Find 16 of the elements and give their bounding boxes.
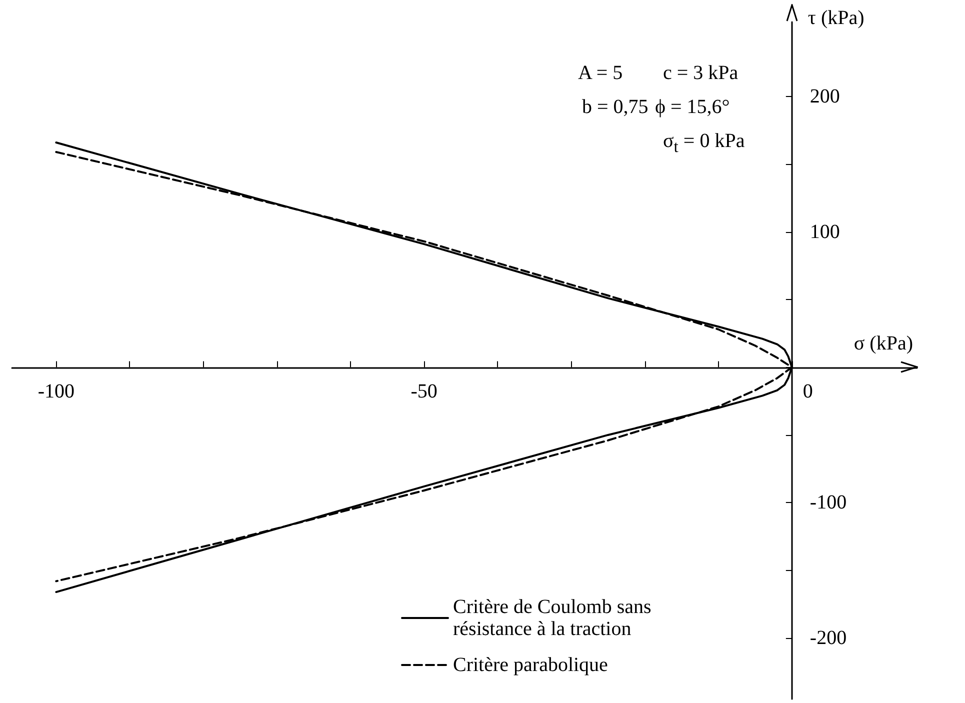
y-tick-label: 200 [810, 85, 840, 108]
x-tick-label: -50 [410, 380, 438, 402]
y-tick-label: 100 [810, 220, 840, 243]
y-axis-title: τ (kPa) [808, 7, 864, 29]
annotation: A = 5 [578, 62, 623, 85]
annotation: σ$_{t}$ = 0 kPa [663, 130, 745, 157]
x-tick-label: 0 [802, 380, 813, 402]
x-tick-label: -100 [38, 380, 74, 402]
legend-label: Critère de Coulomb sans résistance à la traction [453, 596, 656, 640]
annotation: ϕ = 15,6° [655, 96, 730, 119]
x-axis-title: σ (kPa) [854, 332, 913, 354]
legend-label: Critère parabolique [453, 654, 608, 676]
annotation: c = 3 kPa [663, 62, 738, 85]
y-tick-label: -100 [810, 492, 847, 514]
y-tick-label: -200 [810, 627, 847, 650]
annotation: b = 0,75 [582, 96, 648, 119]
